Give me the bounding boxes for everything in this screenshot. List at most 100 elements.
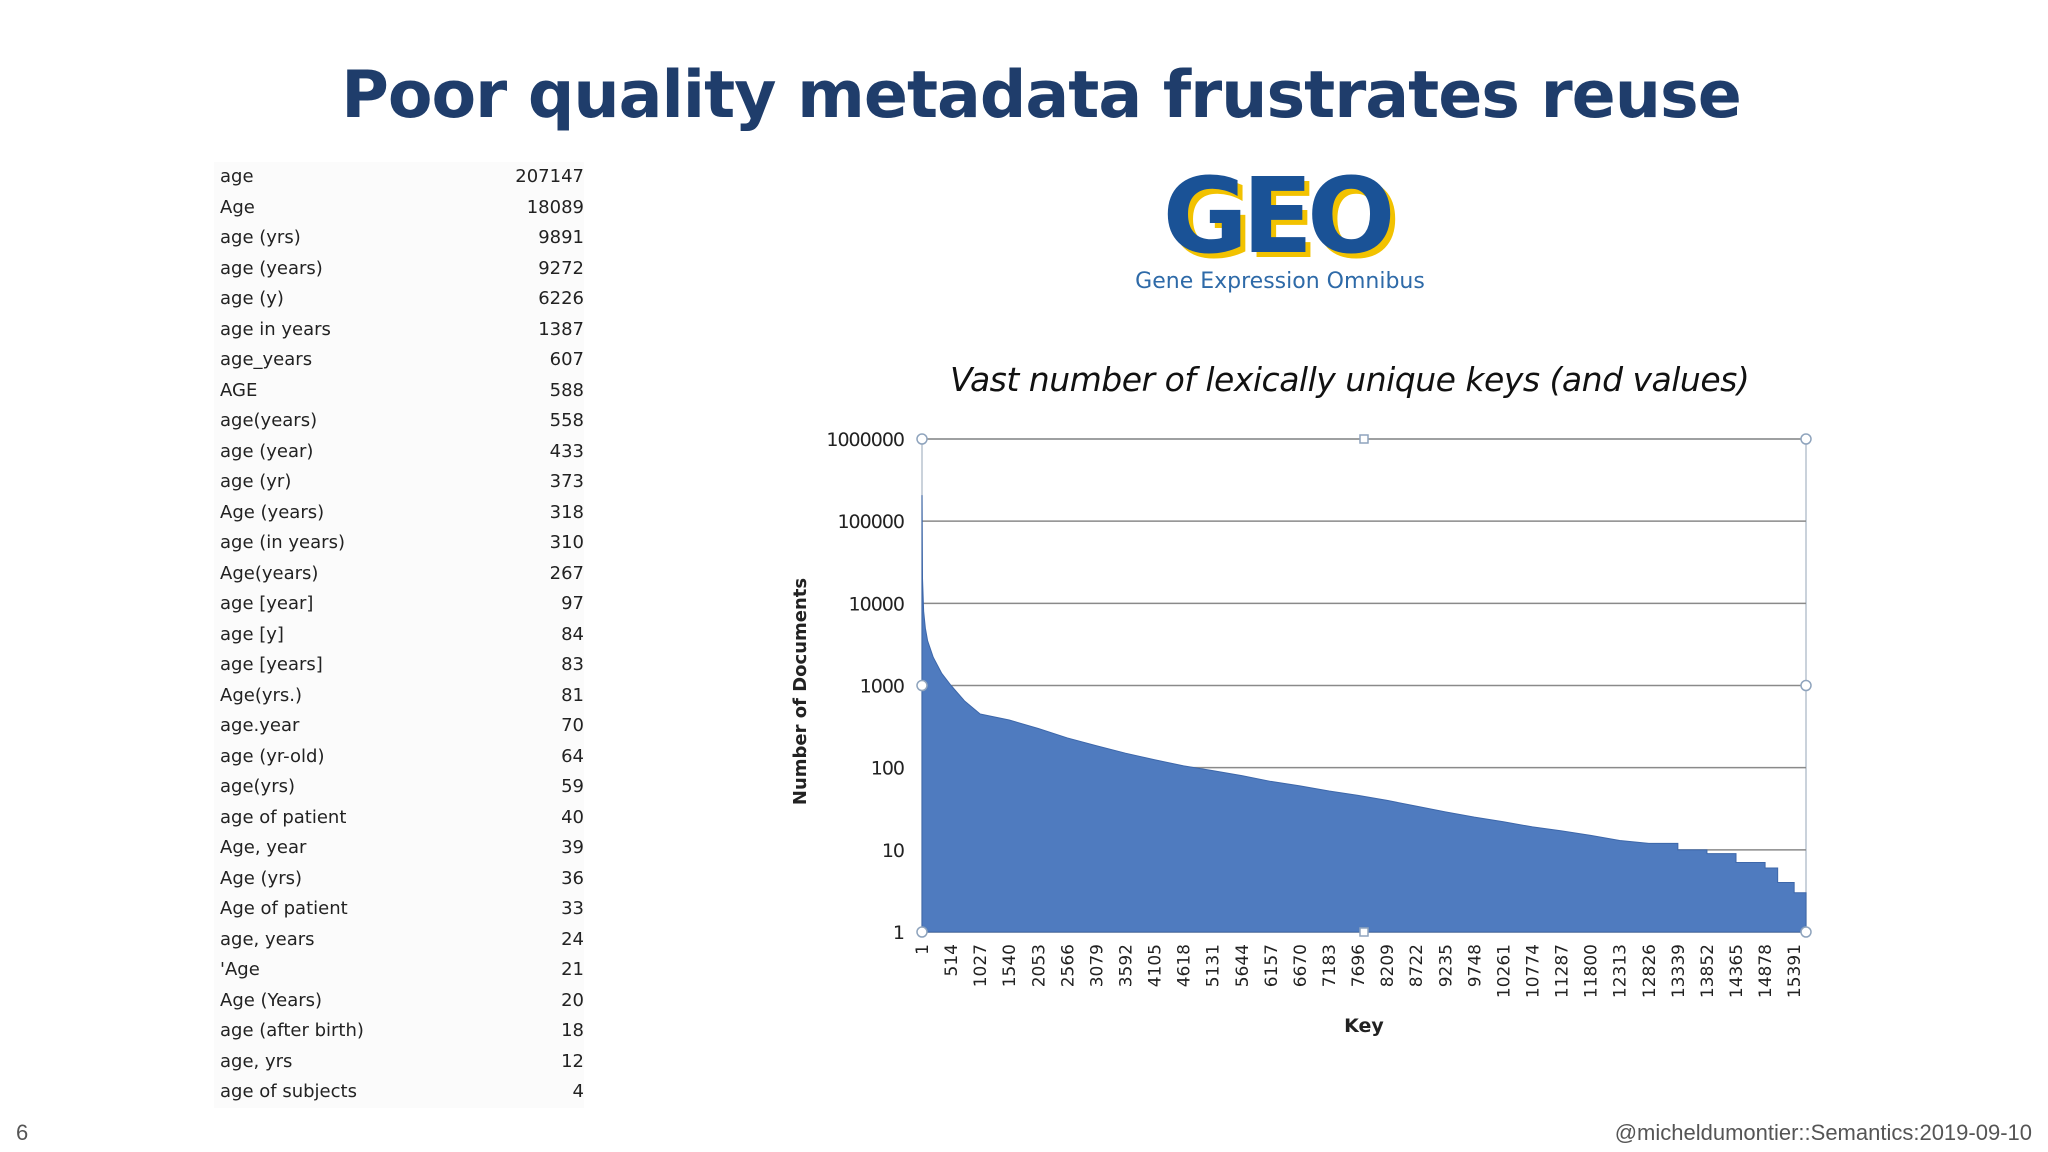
table-row: Age (yrs) 36 bbox=[214, 864, 584, 895]
x-tick-label: 10774 bbox=[1524, 944, 1544, 998]
table-row: age [y] 84 bbox=[214, 620, 584, 651]
x-tick-label: 6670 bbox=[1291, 944, 1311, 987]
age-key-label: age_years bbox=[220, 349, 313, 370]
age-key-count: 6226 bbox=[538, 288, 584, 309]
table-row: age (year) 433 bbox=[214, 437, 584, 468]
x-tick-label: 9235 bbox=[1436, 944, 1456, 987]
table-row: age [year] 97 bbox=[214, 589, 584, 620]
age-key-count: 9891 bbox=[538, 227, 584, 248]
page-number: 6 bbox=[16, 1120, 29, 1145]
age-key-count: 39 bbox=[561, 837, 584, 858]
y-axis-label: Number of Documents bbox=[790, 578, 811, 805]
age-key-label: age (y) bbox=[220, 288, 284, 309]
age-key-count: 40 bbox=[561, 806, 584, 828]
x-tick-label: 12313 bbox=[1611, 944, 1631, 998]
age-key-label: age(years) bbox=[220, 410, 318, 431]
age-key-label: age bbox=[220, 166, 254, 187]
age-key-count: 310 bbox=[549, 532, 584, 553]
x-tick-label: 6157 bbox=[1262, 944, 1282, 987]
y-tick-label: 1000 bbox=[860, 676, 904, 698]
age-key-label: age, years bbox=[220, 928, 315, 950]
geo-wordmark: GEO bbox=[1163, 158, 1391, 277]
table-row: Age(years) 267 bbox=[214, 559, 584, 590]
age-key-count: 33 bbox=[561, 898, 584, 919]
age-key-count: 81 bbox=[561, 684, 584, 706]
table-row: age.year 70 bbox=[214, 711, 584, 742]
x-tick-label: 5644 bbox=[1233, 944, 1253, 987]
age-key-label: age of patient bbox=[220, 806, 347, 828]
x-tick-label: 1540 bbox=[1000, 944, 1020, 987]
x-tick-label: 3079 bbox=[1087, 944, 1107, 987]
age-key-label: age (in years) bbox=[220, 532, 345, 553]
table-row: Age 18089 bbox=[214, 193, 584, 224]
table-row: age in years 1387 bbox=[214, 315, 584, 346]
age-key-label: Age (years) bbox=[220, 501, 325, 523]
age-key-label: age (years) bbox=[220, 257, 323, 279]
age-key-count: 4 bbox=[572, 1081, 584, 1102]
log-area-chart: 1 10 100 1000 10000 100000 1000000 1 514 1027 1540… bbox=[790, 429, 1812, 1037]
age-key-label: Age (yrs) bbox=[220, 867, 303, 889]
age-key-label: age of subjects bbox=[220, 1081, 357, 1102]
chart-handle bbox=[1800, 679, 1812, 692]
table-row: age (years) 9272 bbox=[214, 254, 584, 285]
age-key-count: 84 bbox=[561, 623, 584, 645]
chart-handle bbox=[1800, 433, 1812, 445]
table-row: age of subjects 4 bbox=[214, 1077, 584, 1108]
x-tick-label: 12826 bbox=[1640, 944, 1660, 998]
age-key-label: Age bbox=[220, 196, 255, 218]
table-row: Age(yrs.) 81 bbox=[214, 681, 584, 712]
footer-credit: @micheldumontier::Semantics:2019-09-10 bbox=[1614, 1120, 2032, 1145]
x-tick-label: 2566 bbox=[1058, 944, 1078, 987]
table-row: AGE 588 bbox=[214, 376, 584, 407]
geo-tagline: Gene Expression Omnibus bbox=[1135, 269, 1425, 294]
age-key-label: age in years bbox=[220, 318, 331, 340]
age-key-label: age (after birth) bbox=[220, 1020, 364, 1041]
age-key-count: 18089 bbox=[526, 196, 584, 218]
table-row: age(yrs) 59 bbox=[214, 772, 584, 803]
table-row: age, yrs 12 bbox=[214, 1047, 584, 1078]
age-key-count: 607 bbox=[549, 349, 584, 370]
age-key-count: 558 bbox=[549, 410, 584, 431]
y-tick-label: 100000 bbox=[837, 511, 904, 533]
age-key-label: age [years] bbox=[220, 654, 323, 675]
table-row: age (yr-old) 64 bbox=[214, 742, 584, 773]
x-tick-label: 1027 bbox=[971, 944, 991, 987]
age-key-count: 433 bbox=[549, 440, 584, 462]
age-key-label: Age(years) bbox=[220, 562, 319, 584]
age-key-count-table: age 207147 Age 18089 age (yrs) 9891 age (years… bbox=[214, 162, 584, 1108]
table-row: Age of patient 33 bbox=[214, 894, 584, 925]
table-row: age (after birth) 18 bbox=[214, 1016, 584, 1047]
x-axis-label: Key bbox=[1344, 1015, 1384, 1037]
table-row: age of patient 40 bbox=[214, 803, 584, 834]
age-key-label: Age (Years) bbox=[220, 989, 323, 1011]
table-row: Age (Years) 20 bbox=[214, 986, 584, 1017]
chart-handle bbox=[1800, 926, 1812, 938]
age-key-count: 1387 bbox=[538, 318, 584, 340]
y-tick-label: 100 bbox=[871, 758, 904, 780]
x-tick-label: 10261 bbox=[1494, 944, 1514, 998]
table-row: age (y) 6226 bbox=[214, 284, 584, 315]
age-key-count: 97 bbox=[561, 593, 584, 614]
slide-title: Poor quality metadata frustrates reuse bbox=[341, 58, 1742, 133]
x-tick-label: 11800 bbox=[1582, 944, 1602, 998]
age-key-count: 12 bbox=[561, 1050, 584, 1072]
x-tick-label: 4618 bbox=[1175, 944, 1195, 987]
age-key-count: 18 bbox=[561, 1020, 584, 1041]
x-tick-label: 13852 bbox=[1698, 944, 1718, 998]
age-key-count: 36 bbox=[561, 867, 584, 889]
age-key-count: 24 bbox=[561, 928, 584, 950]
table-row: age(years) 558 bbox=[214, 406, 584, 437]
age-key-count: 9272 bbox=[538, 257, 584, 279]
table-row: age_years 607 bbox=[214, 345, 584, 376]
x-tick-label: 11287 bbox=[1553, 944, 1573, 998]
table-row: Age (years) 318 bbox=[214, 498, 584, 529]
age-key-label: 'Age bbox=[220, 959, 260, 980]
age-key-count: 207147 bbox=[515, 166, 584, 187]
age-key-count: 21 bbox=[561, 959, 584, 980]
x-tick-label: 1 bbox=[913, 944, 933, 955]
table-row: age (yrs) 9891 bbox=[214, 223, 584, 254]
x-tick-label: 4105 bbox=[1146, 944, 1166, 987]
y-tick-label: 10 bbox=[882, 840, 904, 862]
y-tick-label: 10000 bbox=[849, 593, 904, 615]
age-key-count: 70 bbox=[561, 715, 584, 736]
